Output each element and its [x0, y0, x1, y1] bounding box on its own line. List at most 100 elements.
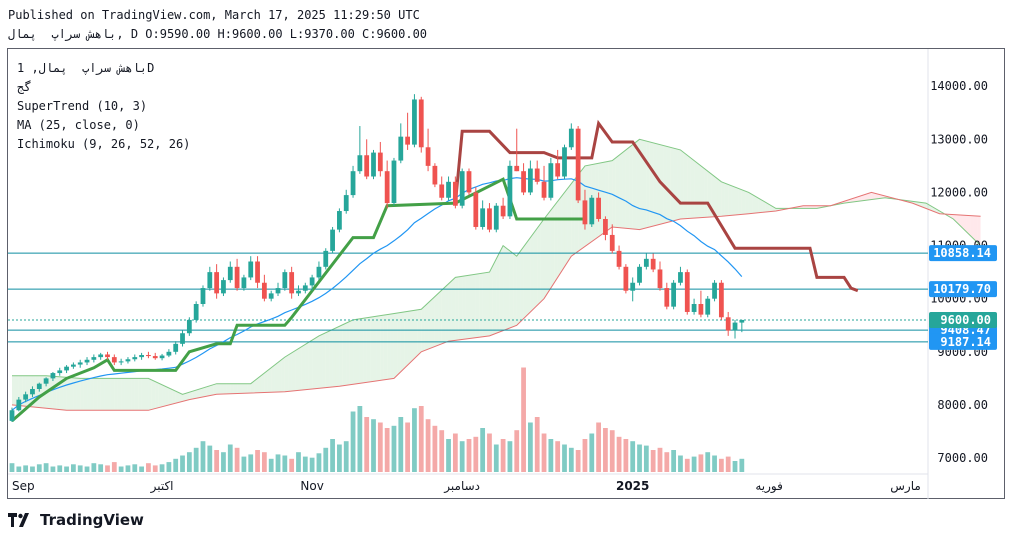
ichimoku-cloud-segment: [758, 198, 763, 213]
volume-bar: [684, 458, 690, 472]
volume-bar: [36, 464, 42, 472]
ichimoku-cloud-segment: [76, 378, 81, 411]
candle-body: [234, 266, 240, 289]
volume-bar: [650, 450, 656, 472]
y-tick-label: 8000.00: [937, 398, 988, 412]
ichimoku-cloud-segment: [772, 206, 776, 212]
ichimoku-cloud-segment: [492, 258, 497, 335]
volume-bar: [16, 466, 22, 472]
ichimoku-cloud-segment: [189, 391, 193, 400]
candle-body: [36, 383, 42, 389]
ichimoku-cloud-segment: [349, 319, 354, 385]
candle-body: [466, 171, 472, 193]
ichimoku-cloud-segment: [656, 143, 660, 226]
volume-bar: [562, 444, 567, 472]
ichimoku-cloud-segment: [424, 302, 429, 351]
ichimoku-cloud-segment: [629, 144, 633, 229]
ichimoku-cloud-segment: [735, 187, 739, 216]
volume-bar: [678, 455, 683, 472]
ichimoku-cloud-segment: [615, 155, 620, 228]
ichimoku-cloud-segment: [315, 335, 319, 389]
ichimoku-cloud-segment: [874, 193, 879, 200]
ichimoku-cloud-segment: [274, 362, 279, 393]
candle-body: [261, 282, 267, 299]
candle-body: [643, 258, 649, 267]
legend-exchange: گج: [17, 80, 32, 94]
volume-bar: [146, 463, 151, 472]
ichimoku-cloud-segment: [114, 378, 118, 411]
volume-bar: [330, 439, 335, 472]
ichimoku-cloud-segment: [428, 299, 432, 350]
ichimoku-cloud-segment: [288, 352, 292, 392]
ichimoku-cloud-segment: [526, 237, 531, 316]
volume-bar: [364, 417, 370, 472]
candle-body: [316, 266, 322, 278]
candle-body: [718, 282, 724, 318]
ichimoku-cloud-segment: [496, 252, 500, 334]
ichimoku-cloud-segment: [803, 205, 807, 209]
ichimoku-cloud-segment: [172, 389, 176, 405]
ichimoku-cloud-segment: [523, 242, 527, 319]
x-tick-label: 2025: [616, 479, 649, 493]
candle-body: [105, 354, 110, 358]
volume-bar: [487, 433, 492, 472]
ichimoku-cloud-segment: [407, 310, 412, 366]
volume-bar: [118, 466, 124, 472]
candle-body: [98, 354, 104, 358]
ichimoku-cloud-segment: [155, 381, 159, 409]
volume-bar: [657, 447, 663, 472]
candle-body: [405, 136, 410, 145]
legend-supertrend[interactable]: SuperTrend (10, 3): [17, 99, 148, 113]
candle-body: [275, 288, 281, 294]
candle-body: [528, 168, 533, 193]
ichimoku-cloud-segment: [663, 145, 667, 224]
candle-body: [118, 361, 124, 363]
candle-body: [691, 304, 697, 312]
supertrend-up-line: [11, 177, 585, 423]
candle-body: [282, 272, 288, 289]
legend-ichimoku[interactable]: Ichimoku (9, 26, 52, 26): [17, 137, 191, 151]
candle-body: [289, 272, 295, 294]
ichimoku-cloud-segment: [373, 316, 377, 382]
candle-body: [391, 160, 397, 204]
ichimoku-cloud-segment: [411, 310, 415, 362]
candle-body: [64, 366, 69, 371]
volume-bar: [241, 456, 247, 472]
ichimoku-cloud-segment: [87, 378, 91, 411]
candle-body: [255, 261, 260, 283]
ichimoku-cloud-segment: [12, 375, 16, 406]
ichimoku-cloud-segment: [226, 383, 231, 394]
volume-bar: [500, 439, 506, 472]
ichimoku-cloud-segment: [209, 384, 214, 396]
volume-bar: [316, 453, 322, 472]
volume-bar: [664, 452, 670, 472]
ichimoku-cloud-segment: [264, 370, 268, 393]
ichimoku-cloud-segment: [458, 276, 463, 340]
legend-ma[interactable]: MA (25, close, 0): [17, 118, 140, 132]
y-tick-label: 12000.00: [930, 185, 988, 199]
chart-frame[interactable]: [7, 48, 1005, 499]
volume-bar: [64, 466, 69, 472]
ichimoku-cloud-segment: [380, 315, 384, 381]
ichimoku-cloud-segment: [441, 287, 446, 344]
ichimoku-cloud-segment: [717, 179, 722, 217]
candle-body: [732, 322, 738, 331]
ichimoku-cloud-segment: [642, 140, 647, 229]
volume-bar: [725, 456, 731, 472]
ichimoku-cloud-segment: [247, 383, 251, 394]
ichimoku-cloud-segment: [417, 309, 422, 356]
tradingview-brand[interactable]: TradingView: [8, 511, 144, 529]
candle-body: [71, 364, 76, 367]
candle-body: [357, 155, 363, 172]
volume-bar: [712, 455, 717, 472]
ichimoku-cloud-segment: [714, 176, 718, 217]
ichimoku-cloud-segment: [312, 338, 316, 389]
ichimoku-cloud-segment: [346, 321, 350, 386]
volume-bar: [616, 436, 622, 472]
volume-bar: [589, 433, 595, 472]
brand-name: TradingView: [40, 511, 144, 529]
candle-body: [637, 266, 642, 283]
candle-body: [30, 389, 35, 395]
ichimoku-cloud-segment: [670, 147, 674, 222]
